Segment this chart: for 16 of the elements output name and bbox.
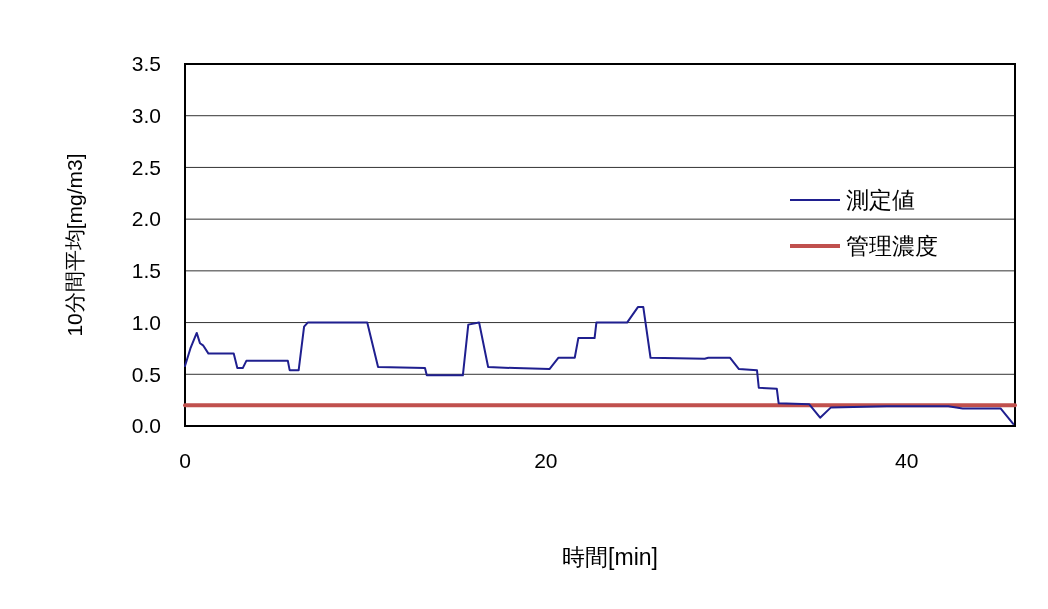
- y-tick-label: 2.0: [131, 207, 161, 231]
- y-axis-title: 10分間平均[mg/m3]: [63, 153, 86, 337]
- line-series: [184, 306, 1015, 425]
- y-tick-label: 3.0: [131, 104, 161, 128]
- x-axis-title: 時間[min]: [562, 544, 658, 570]
- legend-label: 管理濃度: [846, 233, 938, 260]
- y-tick-label: 1.0: [131, 310, 161, 334]
- y-tick-label: 0.5: [131, 362, 161, 386]
- x-tick-label: 0: [179, 449, 191, 472]
- y-tick-label: 1.5: [131, 259, 161, 283]
- legend-label: 測定値: [846, 187, 915, 214]
- x-tick-label: 20: [534, 449, 558, 472]
- y-tick-label: 2.5: [131, 155, 161, 179]
- x-tick-label: 40: [895, 449, 919, 472]
- y-tick-label: 0.0: [131, 414, 161, 438]
- y-tick-label: 3.5: [131, 52, 161, 76]
